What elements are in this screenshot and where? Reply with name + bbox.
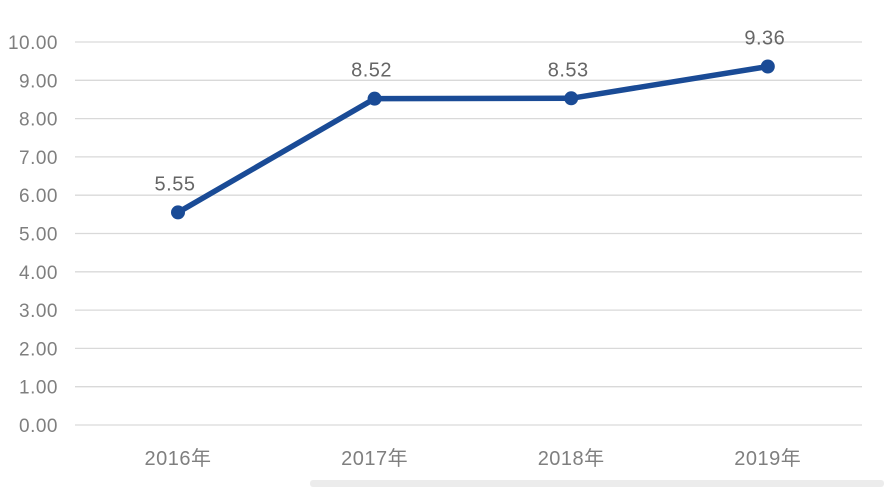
x-axis-category-label: 2017年 [341, 447, 408, 470]
data-point-marker [564, 91, 579, 106]
y-axis-tick-label: 1.00 [19, 378, 58, 399]
y-axis-tick-label: 10.00 [8, 33, 58, 54]
data-point-marker [367, 91, 382, 106]
bottom-edge-artifact [310, 480, 884, 487]
y-axis-tick-label: 3.00 [19, 301, 58, 322]
y-axis-tick-label: 9.00 [19, 71, 58, 92]
y-axis-tick-label: 7.00 [19, 148, 58, 169]
series-line [175, 63, 771, 216]
data-point-label: 9.36 [744, 28, 785, 50]
y-axis-tick-label: 0.00 [19, 416, 58, 437]
data-point-label: 8.53 [548, 59, 589, 81]
y-axis-tick-label: 5.00 [19, 225, 58, 246]
y-axis-tick-label: 4.00 [19, 263, 58, 284]
data-point-marker [171, 205, 185, 220]
y-axis-tick-label: 8.00 [19, 110, 58, 131]
y-axis-tick-label: 6.00 [19, 186, 58, 207]
x-axis-category-label: 2019年 [734, 447, 801, 470]
data-point-marker [760, 59, 775, 74]
y-axis-tick-label: 2.00 [19, 339, 58, 360]
data-point-label: 8.52 [351, 60, 392, 82]
data-point-label: 5.55 [155, 173, 196, 195]
x-axis-category-label: 2016年 [145, 447, 212, 470]
x-axis-category-label: 2018年 [538, 447, 605, 470]
